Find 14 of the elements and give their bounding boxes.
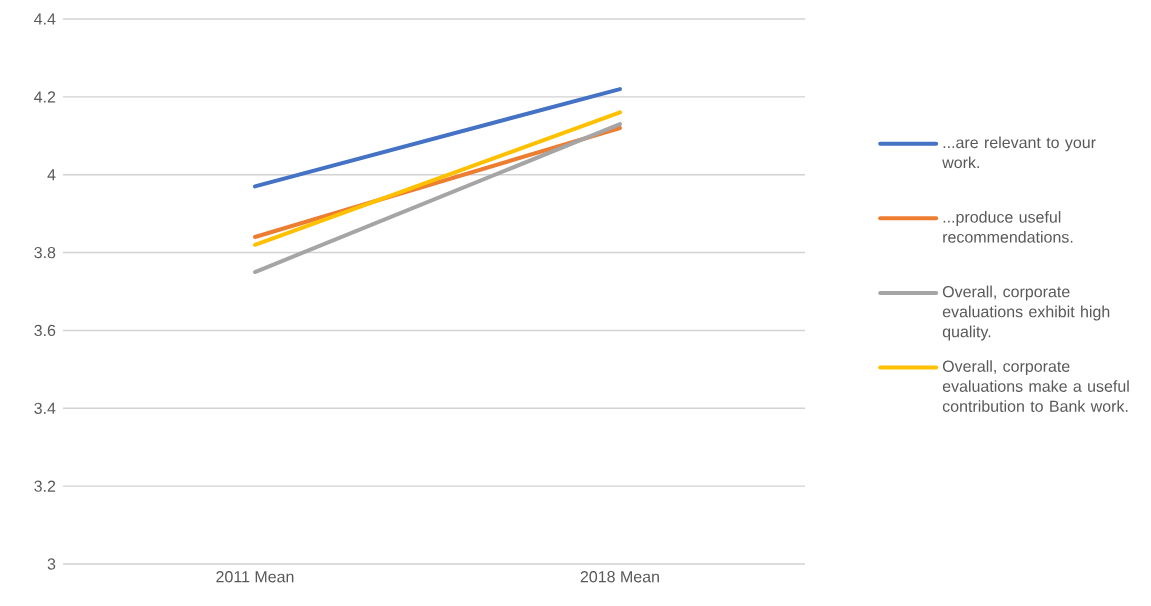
legend-label: Overall, corporate evaluations make a useful contribution to Bank work. bbox=[942, 360, 1129, 412]
legend-label: Overall, corporate evaluations exhibit high quality. bbox=[942, 285, 1110, 341]
y-tick-label: 4.2 bbox=[34, 91, 56, 103]
y-tick-label: 4.4 bbox=[34, 13, 56, 25]
y-tick-label: 3.2 bbox=[34, 480, 56, 492]
y-tick-label: 3 bbox=[47, 558, 56, 570]
legend-label: ...produce useful recommendations. bbox=[943, 210, 1073, 243]
legend-label: ...are relevant to your work. bbox=[942, 136, 1096, 169]
x-tick-label: 2011 Mean bbox=[216, 571, 294, 583]
y-tick-label: 3.8 bbox=[34, 246, 56, 259]
y-tick-label: 3.6 bbox=[34, 324, 56, 337]
y-tick-label: 4 bbox=[47, 169, 56, 181]
y-tick-label: 3.4 bbox=[34, 402, 56, 414]
x-tick-label: 2018 Mean bbox=[580, 571, 659, 583]
